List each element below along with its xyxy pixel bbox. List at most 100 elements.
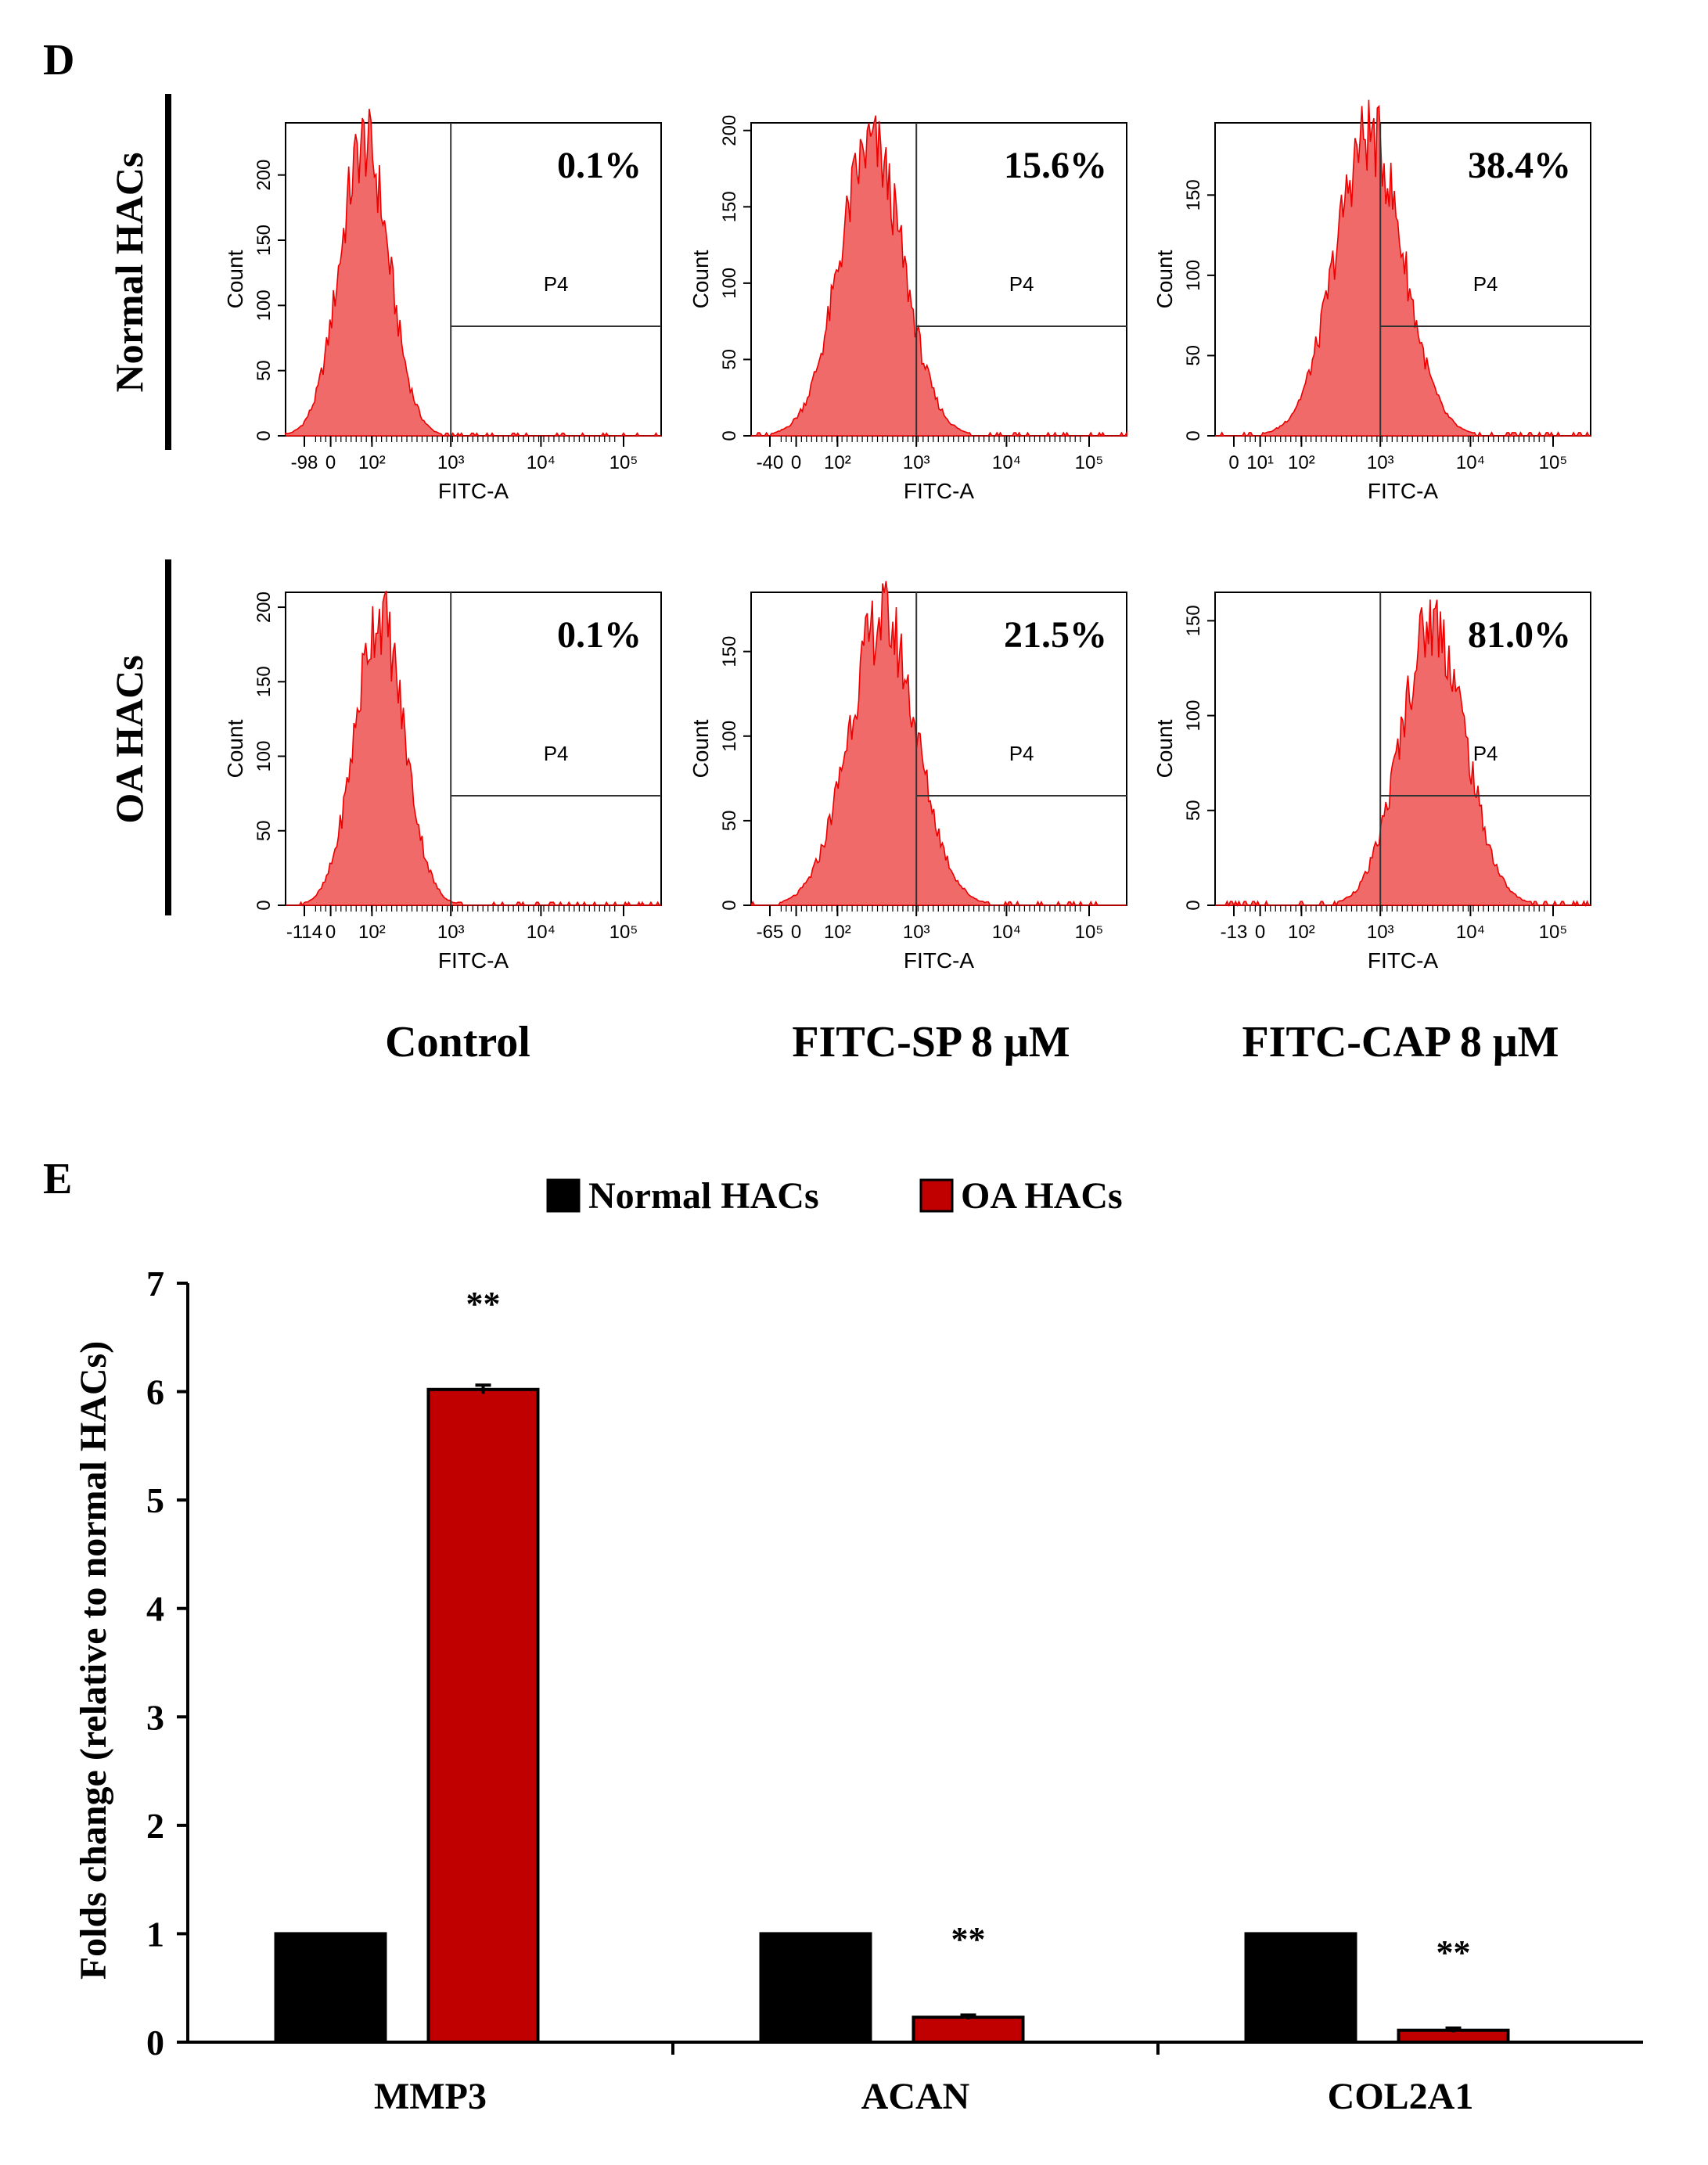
legend-label-oa: OA HACs [961,1175,1123,1217]
x-axis-label: FITC-A [438,479,509,503]
panel-d-letter: D [43,36,74,85]
y-tick-label: 6 [146,1372,164,1412]
y-tick-label: 50 [1183,800,1204,821]
y-tick-label: 0 [146,2023,164,2063]
y-tick-label: 2 [146,1806,164,1846]
x-tick-label: 10³ [903,922,930,943]
y-axis-label: Count [1152,250,1177,308]
bar-chart: 0 1 2 3 4 5 6 7 MMP3 ** ACAN ** COL2A1 ** [146,1264,1643,2117]
histogram-plot-5: P4 21.5% 0 50 100 150 Count -65 0 10² 10³ 10⁴ 10⁵ FIT… [689,581,1127,973]
legend-swatch-oa [919,1178,954,1213]
histogram-series [751,115,1127,437]
x-tick-label: 10³ [1367,452,1394,473]
y-tick-label: 5 [146,1480,164,1520]
y-tick-label: 4 [146,1589,164,1629]
y-tick-label: 100 [254,290,275,321]
x-tick-label: 0 [791,452,801,473]
bar [1244,1932,1357,2044]
x-tick-label: 10⁴ [527,922,556,943]
x-tick-label: 10³ [903,452,930,473]
y-axis-label: Count [223,250,247,308]
y-tick-label: 0 [254,900,275,910]
y-tick-label: 100 [719,268,740,299]
x-tick-label: 10⁴ [1456,922,1485,943]
x-tick-label: -114 [286,922,322,943]
row-bar-oa [165,559,171,915]
x-axis-label: FITC-A [904,948,975,973]
bar [912,2016,1025,2045]
col-label-fitc-sp: FITC-SP 8 μM [792,1018,1070,1066]
x-tick-label: 10² [824,452,851,473]
y-tick-label: 150 [719,636,740,667]
gate-label: P4 [1009,272,1034,296]
bar [426,1387,540,2045]
x-tick-label: 0 [325,452,336,473]
percent-label: 81.0% [1468,614,1571,656]
x-tick-label: 10² [358,922,386,943]
x-tick-label: 10¹ [1246,452,1274,473]
y-tick-label: 100 [254,741,275,772]
gate-label: P4 [544,742,569,765]
y-axis-label: Count [223,719,247,778]
y-tick-label: 200 [719,115,740,146]
x-tick-label: 10⁵ [1075,922,1104,943]
x-tick-label: 10⁴ [992,922,1021,943]
bar [274,1932,387,2044]
y-tick-label: 0 [719,430,740,441]
y-tick-label: 50 [719,811,740,832]
percent-label: 21.5% [1004,614,1107,656]
y-tick-label: 150 [254,666,275,697]
y-tick-label: 7 [146,1264,164,1304]
y-tick-label: 3 [146,1697,164,1737]
y-tick-label: 100 [1183,260,1204,291]
x-tick-label: 10³ [1367,922,1394,943]
percent-label: 0.1% [557,145,642,186]
x-tick-label: 10³ [437,452,465,473]
x-axis-label: FITC-A [904,479,975,503]
row-label-oa: OA HACs [107,655,151,823]
x-tick-label: 10⁵ [1539,452,1568,473]
percent-label: 38.4% [1468,145,1571,186]
y-tick-label: 100 [719,721,740,752]
panel-d: D Normal HACs OA HACs P4 0.1% 0 50 100 150 200… [43,36,1591,1066]
x-tick-label: 10³ [437,922,465,943]
histogram-series [1215,99,1591,437]
y-tick-label: 150 [719,191,740,222]
legend-label-normal: Normal HACs [588,1175,819,1217]
y-tick-label: 200 [254,592,275,623]
x-tick-label: 10² [358,452,386,473]
col-label-control: Control [385,1018,530,1066]
x-category-label: COL2A1 [1328,2076,1474,2117]
legend-swatch-normal [546,1178,581,1213]
x-tick-label: 10⁴ [527,452,556,473]
x-category-label: MMP3 [374,2076,487,2117]
x-tick-label: 10⁵ [1075,452,1104,473]
y-tick-label: 200 [254,160,275,191]
y-tick-label: 50 [719,349,740,370]
x-tick-label: 10⁴ [992,452,1021,473]
y-axis-label: Count [1152,719,1177,778]
y-tick-label: 150 [1183,179,1204,210]
x-tick-label: 10² [1288,922,1315,943]
y-tick-label: 0 [719,900,740,910]
x-category-label: ACAN [861,2076,970,2117]
bar [759,1932,872,2044]
gate-label: P4 [1473,742,1498,765]
y-axis-label: Count [689,719,713,778]
x-axis-label: FITC-A [1368,479,1439,503]
histogram-grid: P4 0.1% 0 50 100 150 200 Count -98 0 10² 10³ 10⁴ 10⁵ F… [223,99,1591,973]
x-tick-label: 10⁴ [1456,452,1485,473]
x-tick-label: 10² [1288,452,1315,473]
y-tick-label: 150 [254,225,275,256]
histogram-plot-6: P4 81.0% 0 50 100 150 Count -13 0 10² 10³ 10⁴ 10⁵ FIT… [1152,592,1591,973]
histogram-plot-2: P4 15.6% 0 50 100 150 200 Count -40 0 10² 10³ 10⁴ 10⁵… [689,115,1127,503]
gate-label: P4 [1473,272,1498,296]
y-tick-label: 50 [254,360,275,381]
x-tick-label: -13 [1221,922,1248,943]
x-tick-label: 0 [325,922,336,943]
x-tick-label: 10⁵ [609,922,638,943]
x-tick-label: 0 [791,922,801,943]
significance-label: ** [1437,1933,1471,1972]
